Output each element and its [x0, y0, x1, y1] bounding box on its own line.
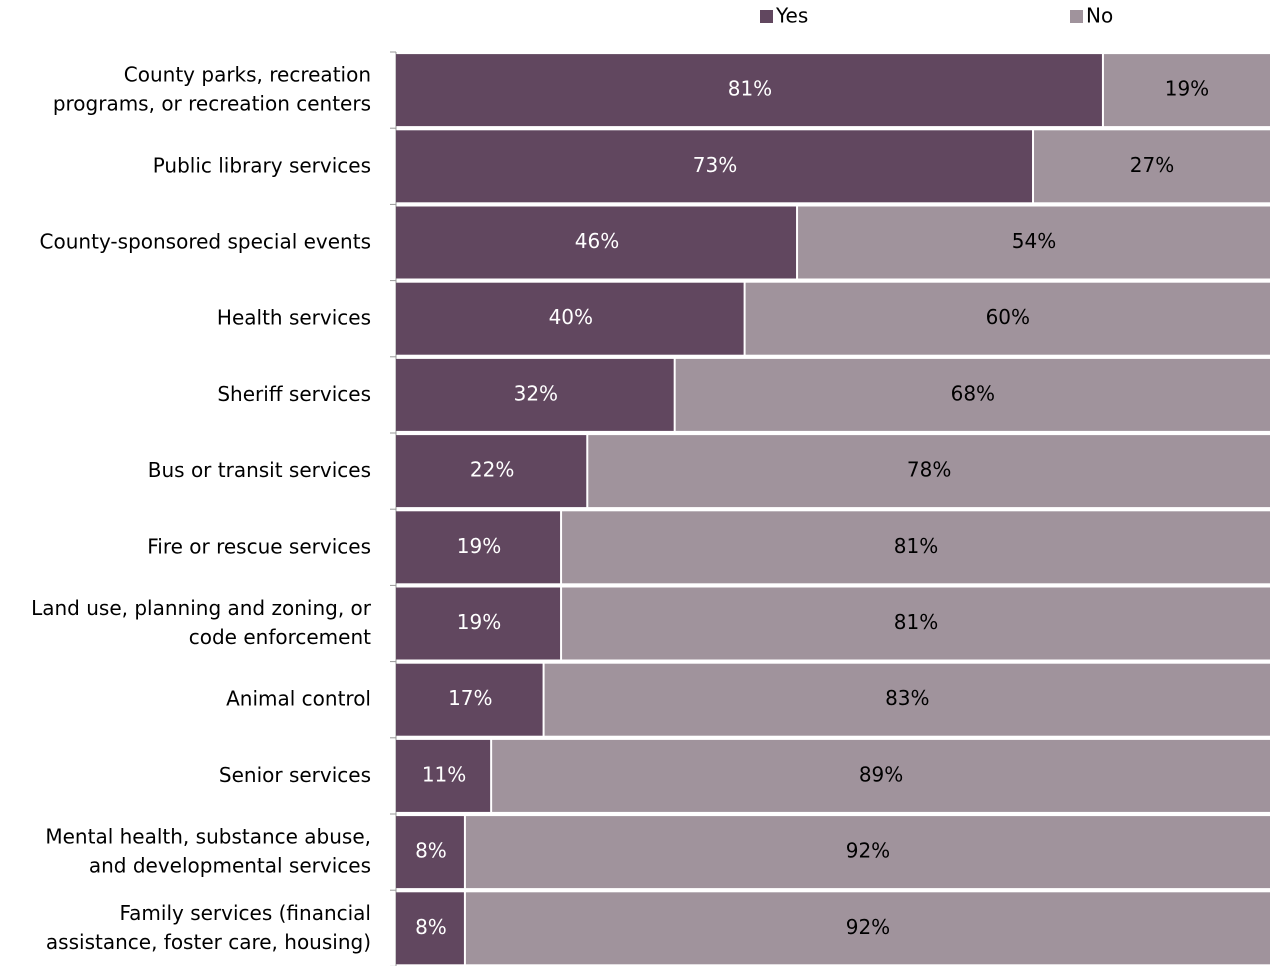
bar-segment: [396, 282, 744, 355]
value-label: 22%: [470, 458, 514, 482]
category-line: County parks, recreation: [124, 62, 371, 86]
bar-segment: [492, 739, 1270, 812]
category-line: Fire or rescue services: [147, 534, 371, 558]
value-label: 81%: [894, 610, 938, 634]
legend-label: Yes: [775, 4, 808, 28]
bar-segment: [396, 358, 674, 431]
bar-segment: [396, 816, 464, 889]
category-line: Health services: [217, 305, 371, 329]
category-line: Senior services: [219, 762, 371, 786]
bar-segment: [745, 282, 1270, 355]
category-line: programs, or recreation centers: [53, 91, 371, 115]
bar-segment: [396, 739, 491, 812]
value-label: 32%: [514, 381, 558, 405]
value-label: 60%: [986, 305, 1030, 329]
category-label: Senior services: [219, 762, 371, 786]
bar-segment: [396, 206, 797, 279]
bar-segment: [396, 587, 561, 660]
value-label: 8%: [415, 839, 447, 863]
bar-segment: [798, 206, 1270, 279]
category-label: Health services: [217, 305, 371, 329]
bar-segment: [588, 435, 1270, 508]
value-label: 68%: [951, 381, 995, 405]
value-label: 8%: [415, 915, 447, 939]
value-label: 40%: [549, 305, 593, 329]
value-label: 19%: [457, 610, 501, 634]
bar-segment: [396, 435, 587, 508]
category-line: Mental health, substance abuse,: [45, 824, 371, 848]
value-label: 19%: [457, 534, 501, 558]
bar-segment: [544, 663, 1270, 736]
bar-segment: [562, 511, 1270, 584]
value-label: 81%: [894, 534, 938, 558]
category-label: Animal control: [226, 686, 371, 710]
bar-segment: [1103, 54, 1270, 127]
category-label: County-sponsored special events: [40, 229, 371, 253]
legend-swatch: [1070, 10, 1083, 23]
legend-swatch: [760, 10, 773, 23]
bar-segment: [1034, 130, 1270, 203]
category-label: Family services (financial assistance, fo…: [46, 900, 371, 953]
value-label: 89%: [859, 762, 903, 786]
bar-segment: [396, 511, 561, 584]
category-line: code enforcement: [189, 625, 371, 649]
legend-label: No: [1086, 4, 1113, 28]
category-line: County-sponsored special events: [40, 229, 371, 253]
bar-segment: [675, 358, 1270, 431]
bar-segment: [396, 663, 543, 736]
category-line: Family services (financial: [119, 900, 371, 924]
category-line: Sheriff services: [217, 381, 371, 405]
category-label: Mental health, substance abuse, and devel…: [45, 824, 371, 877]
category-line: Public library services: [153, 153, 371, 177]
category-line: Animal control: [226, 686, 371, 710]
category-label: Sheriff services: [217, 381, 371, 405]
bar-segment: [396, 130, 1033, 203]
bar-segment: [562, 587, 1270, 660]
value-label: 11%: [422, 762, 466, 786]
category-line: Bus or transit services: [148, 458, 371, 482]
value-label: 81%: [728, 77, 772, 101]
value-label: 92%: [846, 839, 890, 863]
bar-segment: [465, 816, 1270, 889]
category-label: Land use, planning and zoning, or code en…: [31, 596, 372, 649]
value-label: 17%: [448, 686, 492, 710]
category-line: assistance, foster care, housing): [46, 929, 371, 953]
value-label: 54%: [1012, 229, 1056, 253]
category-line: and developmental services: [89, 853, 371, 877]
bar-segment: [396, 54, 1102, 127]
value-label: 78%: [907, 458, 951, 482]
value-label: 73%: [693, 153, 737, 177]
bar-segment: [465, 892, 1270, 965]
value-label: 83%: [885, 686, 929, 710]
value-label: 46%: [575, 229, 619, 253]
value-label: 19%: [1165, 77, 1209, 101]
category-label: Fire or rescue services: [147, 534, 371, 558]
value-label: 27%: [1130, 153, 1174, 177]
value-label: 92%: [846, 915, 890, 939]
bar-segment: [396, 892, 464, 965]
category-line: Land use, planning and zoning, or: [31, 596, 372, 620]
category-label: Bus or transit services: [148, 458, 371, 482]
category-label: Public library services: [153, 153, 371, 177]
category-label: County parks, recreation programs, or rec…: [53, 62, 371, 115]
